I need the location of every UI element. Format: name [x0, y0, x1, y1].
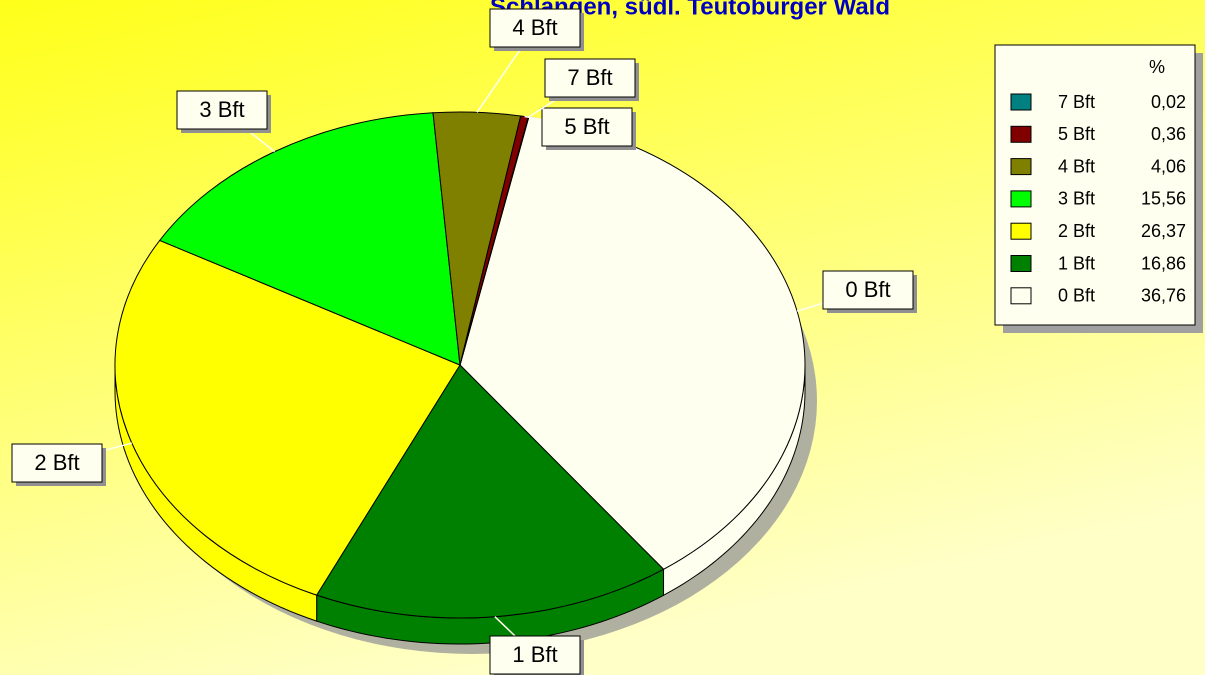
legend-value: 26,37 [1141, 221, 1186, 241]
legend-swatch [1010, 93, 1032, 111]
slice-label: 7 Bft [567, 65, 612, 90]
chart-title: Schlangen, südl. Teutoburger Wald [490, 0, 890, 20]
legend-value: 0,36 [1151, 124, 1186, 144]
pie-slice [114, 239, 461, 596]
legend-label: 3 Bft [1058, 189, 1095, 209]
label-box [11, 443, 103, 483]
legend-value: 36,76 [1141, 286, 1186, 306]
legend-value: 4,06 [1151, 156, 1186, 176]
slice-label: 5 Bft [564, 114, 609, 139]
label-box [822, 270, 914, 310]
label-box [544, 58, 636, 98]
legend: % 7 Bft 0,02 5 Bft 0,36 4 Bft 4,06 3 Bft 15,56 2… [994, 44, 1203, 333]
legend-box [994, 44, 1196, 326]
legend-swatch [1010, 158, 1032, 176]
legend-label: 2 Bft [1058, 221, 1095, 241]
slice-label: 2 Bft [34, 450, 79, 475]
legend-swatch [1010, 287, 1032, 305]
pie: 0 Bft 1 Bft 2 Bft 3 Bft 4 Bft 5 Bft 7 Bft [11, 8, 917, 675]
label-box [489, 635, 581, 675]
slice-label: 1 Bft [512, 642, 557, 667]
legend-value: 16,86 [1141, 253, 1186, 273]
slice-label: 3 Bft [199, 97, 244, 122]
legend-swatch [1010, 255, 1032, 272]
legend-swatch [1010, 190, 1032, 208]
label-box [489, 8, 581, 48]
pie-slice [158, 112, 461, 366]
legend-value: 15,56 [1141, 189, 1186, 209]
legend-label: 4 Bft [1058, 156, 1095, 176]
legend-value: 0,02 [1151, 92, 1186, 112]
slice-label: 4 Bft [512, 15, 557, 40]
label-box [541, 107, 633, 147]
legend-swatch [1010, 125, 1032, 143]
legend-label: 7 Bft [1058, 92, 1095, 112]
legend-swatch [1010, 222, 1032, 240]
label-box [176, 90, 268, 130]
slice-label: 0 Bft [845, 277, 890, 302]
legend-label: 1 Bft [1058, 253, 1095, 273]
legend-label: 5 Bft [1058, 124, 1095, 144]
legend-header: % [1149, 57, 1165, 77]
legend-label: 0 Bft [1058, 286, 1095, 306]
